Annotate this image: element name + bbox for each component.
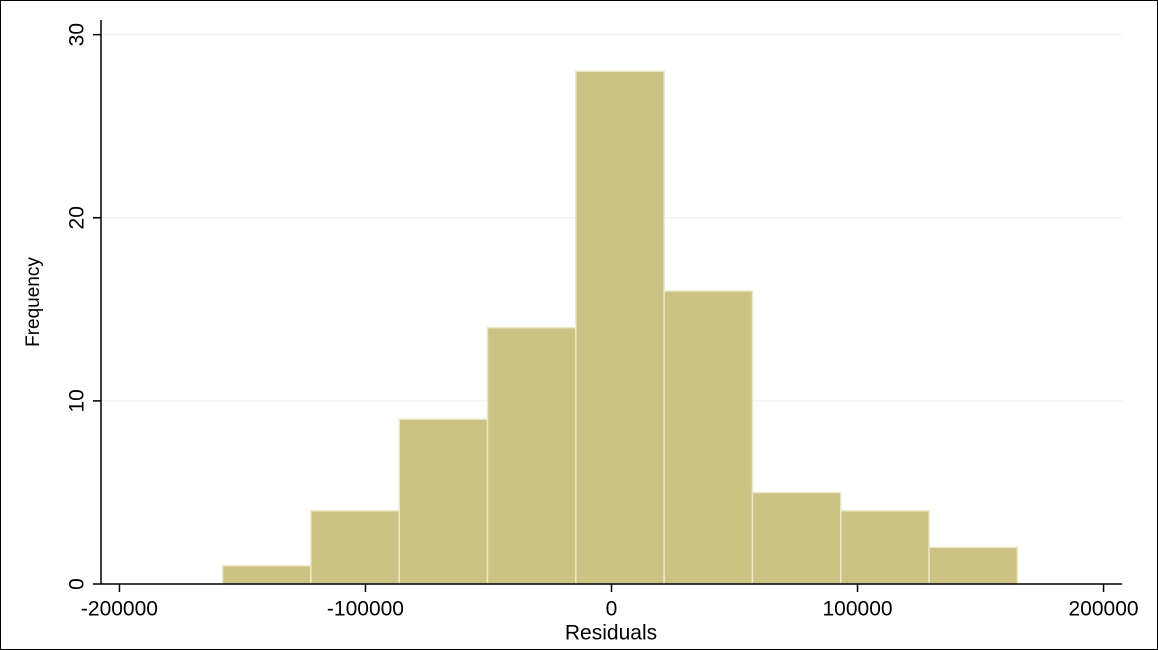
x-tick-label: 200000 bbox=[1069, 598, 1139, 621]
bar bbox=[751, 491, 842, 585]
x-axis-title: Residuals bbox=[565, 622, 657, 645]
y-tick-label: 20 bbox=[66, 206, 89, 229]
y-axis-title: Frequency bbox=[23, 257, 44, 347]
y-tick-label: 10 bbox=[66, 389, 89, 412]
bar bbox=[928, 546, 1019, 585]
x-tick-label: -100000 bbox=[327, 598, 404, 621]
y-tick-label: 0 bbox=[66, 578, 89, 590]
bar bbox=[575, 70, 665, 585]
bar bbox=[486, 326, 577, 585]
bar bbox=[221, 564, 312, 585]
y-tick-label: 30 bbox=[66, 23, 89, 46]
bar bbox=[310, 510, 400, 585]
x-tick-label: -200000 bbox=[81, 598, 158, 621]
x-tick-label: 0 bbox=[606, 598, 618, 621]
bar bbox=[398, 418, 489, 585]
x-tick-label: 100000 bbox=[822, 598, 892, 621]
bar bbox=[840, 510, 930, 585]
bar bbox=[663, 290, 754, 585]
